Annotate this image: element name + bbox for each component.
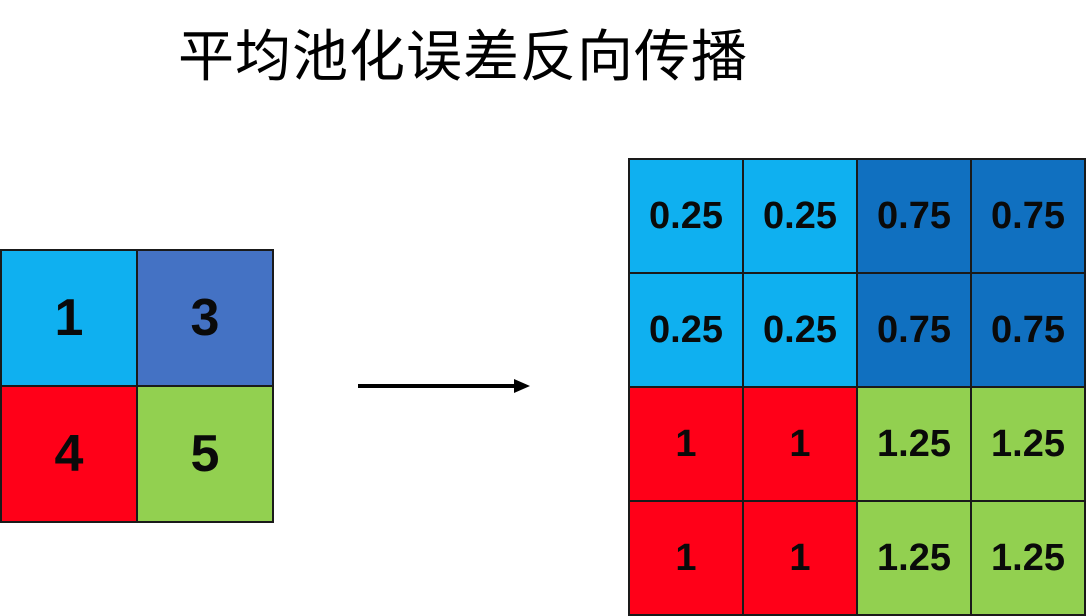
output-cell-13: 1	[744, 502, 858, 616]
output-cell-1: 0.25	[744, 160, 858, 274]
output-cell-2: 0.75	[858, 160, 972, 274]
output-cell-10: 1.25	[858, 388, 972, 502]
input-grid: 1 3 4 5	[0, 249, 274, 523]
input-cell-3: 5	[138, 387, 274, 523]
right-arrow-icon	[358, 379, 530, 393]
input-cell-2: 4	[2, 387, 138, 523]
output-cell-6: 0.75	[858, 274, 972, 388]
output-cell-7: 0.75	[972, 274, 1086, 388]
input-cell-1: 3	[138, 251, 274, 387]
output-cell-3: 0.75	[972, 160, 1086, 274]
output-cell-4: 0.25	[630, 274, 744, 388]
output-cell-9: 1	[744, 388, 858, 502]
output-cell-11: 1.25	[972, 388, 1086, 502]
output-cell-15: 1.25	[972, 502, 1086, 616]
output-cell-12: 1	[630, 502, 744, 616]
output-cell-5: 0.25	[744, 274, 858, 388]
output-cell-14: 1.25	[858, 502, 972, 616]
diagram-title: 平均池化误差反向传播	[178, 25, 748, 90]
output-grid: 0.25 0.25 0.75 0.75 0.25 0.25 0.75 0.75 …	[628, 158, 1086, 616]
output-cell-8: 1	[630, 388, 744, 502]
input-cell-0: 1	[2, 251, 138, 387]
output-cell-0: 0.25	[630, 160, 744, 274]
